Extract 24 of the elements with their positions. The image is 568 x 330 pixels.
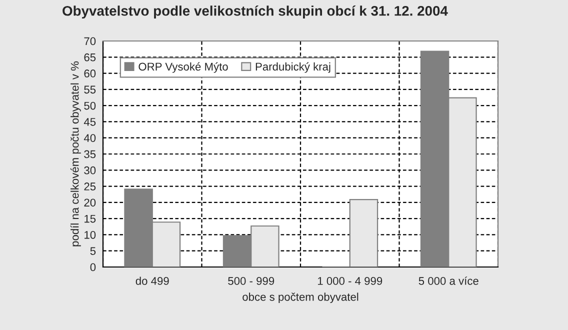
y-tick-label: 60	[84, 70, 96, 78]
x-tick-label: 5 000 a více	[418, 276, 478, 285]
y-tick-label: 10	[84, 230, 96, 239]
legend-label: Pardubický kraj	[256, 62, 330, 73]
y-tick-label: 20	[84, 198, 96, 207]
y-tick-label: 45	[84, 118, 96, 126]
y-tick-label: 15	[84, 214, 96, 223]
y-tick-label: 25	[84, 182, 96, 190]
x-tick-label: 500 - 999	[228, 277, 274, 285]
legend-label: ORP Vysoké Mýto	[138, 62, 228, 73]
y-tick-label: 0	[90, 263, 96, 272]
y-tick-label: 40	[84, 134, 96, 142]
y-tick-label: 55	[84, 86, 96, 94]
chart-title: Obyvatelstvo podle velikostních skupin obcí k 31. 12. 2004	[62, 5, 448, 19]
y-axis-title: podíl na celkovém počtu obyvatel v %	[70, 61, 81, 246]
y-tick-label: 35	[84, 150, 96, 158]
y-tick-label: 65	[84, 53, 96, 62]
y-tick-label: 50	[84, 102, 96, 110]
x-tick-label: do 499	[136, 276, 169, 285]
x-axis-title: obce s počtem obyvatel	[242, 292, 358, 304]
y-tick-label: 30	[84, 166, 96, 174]
x-tick-label: 1 000 - 4 999	[318, 277, 382, 285]
y-tick-label: 5	[90, 247, 96, 255]
y-tick-label: 70	[84, 37, 96, 46]
